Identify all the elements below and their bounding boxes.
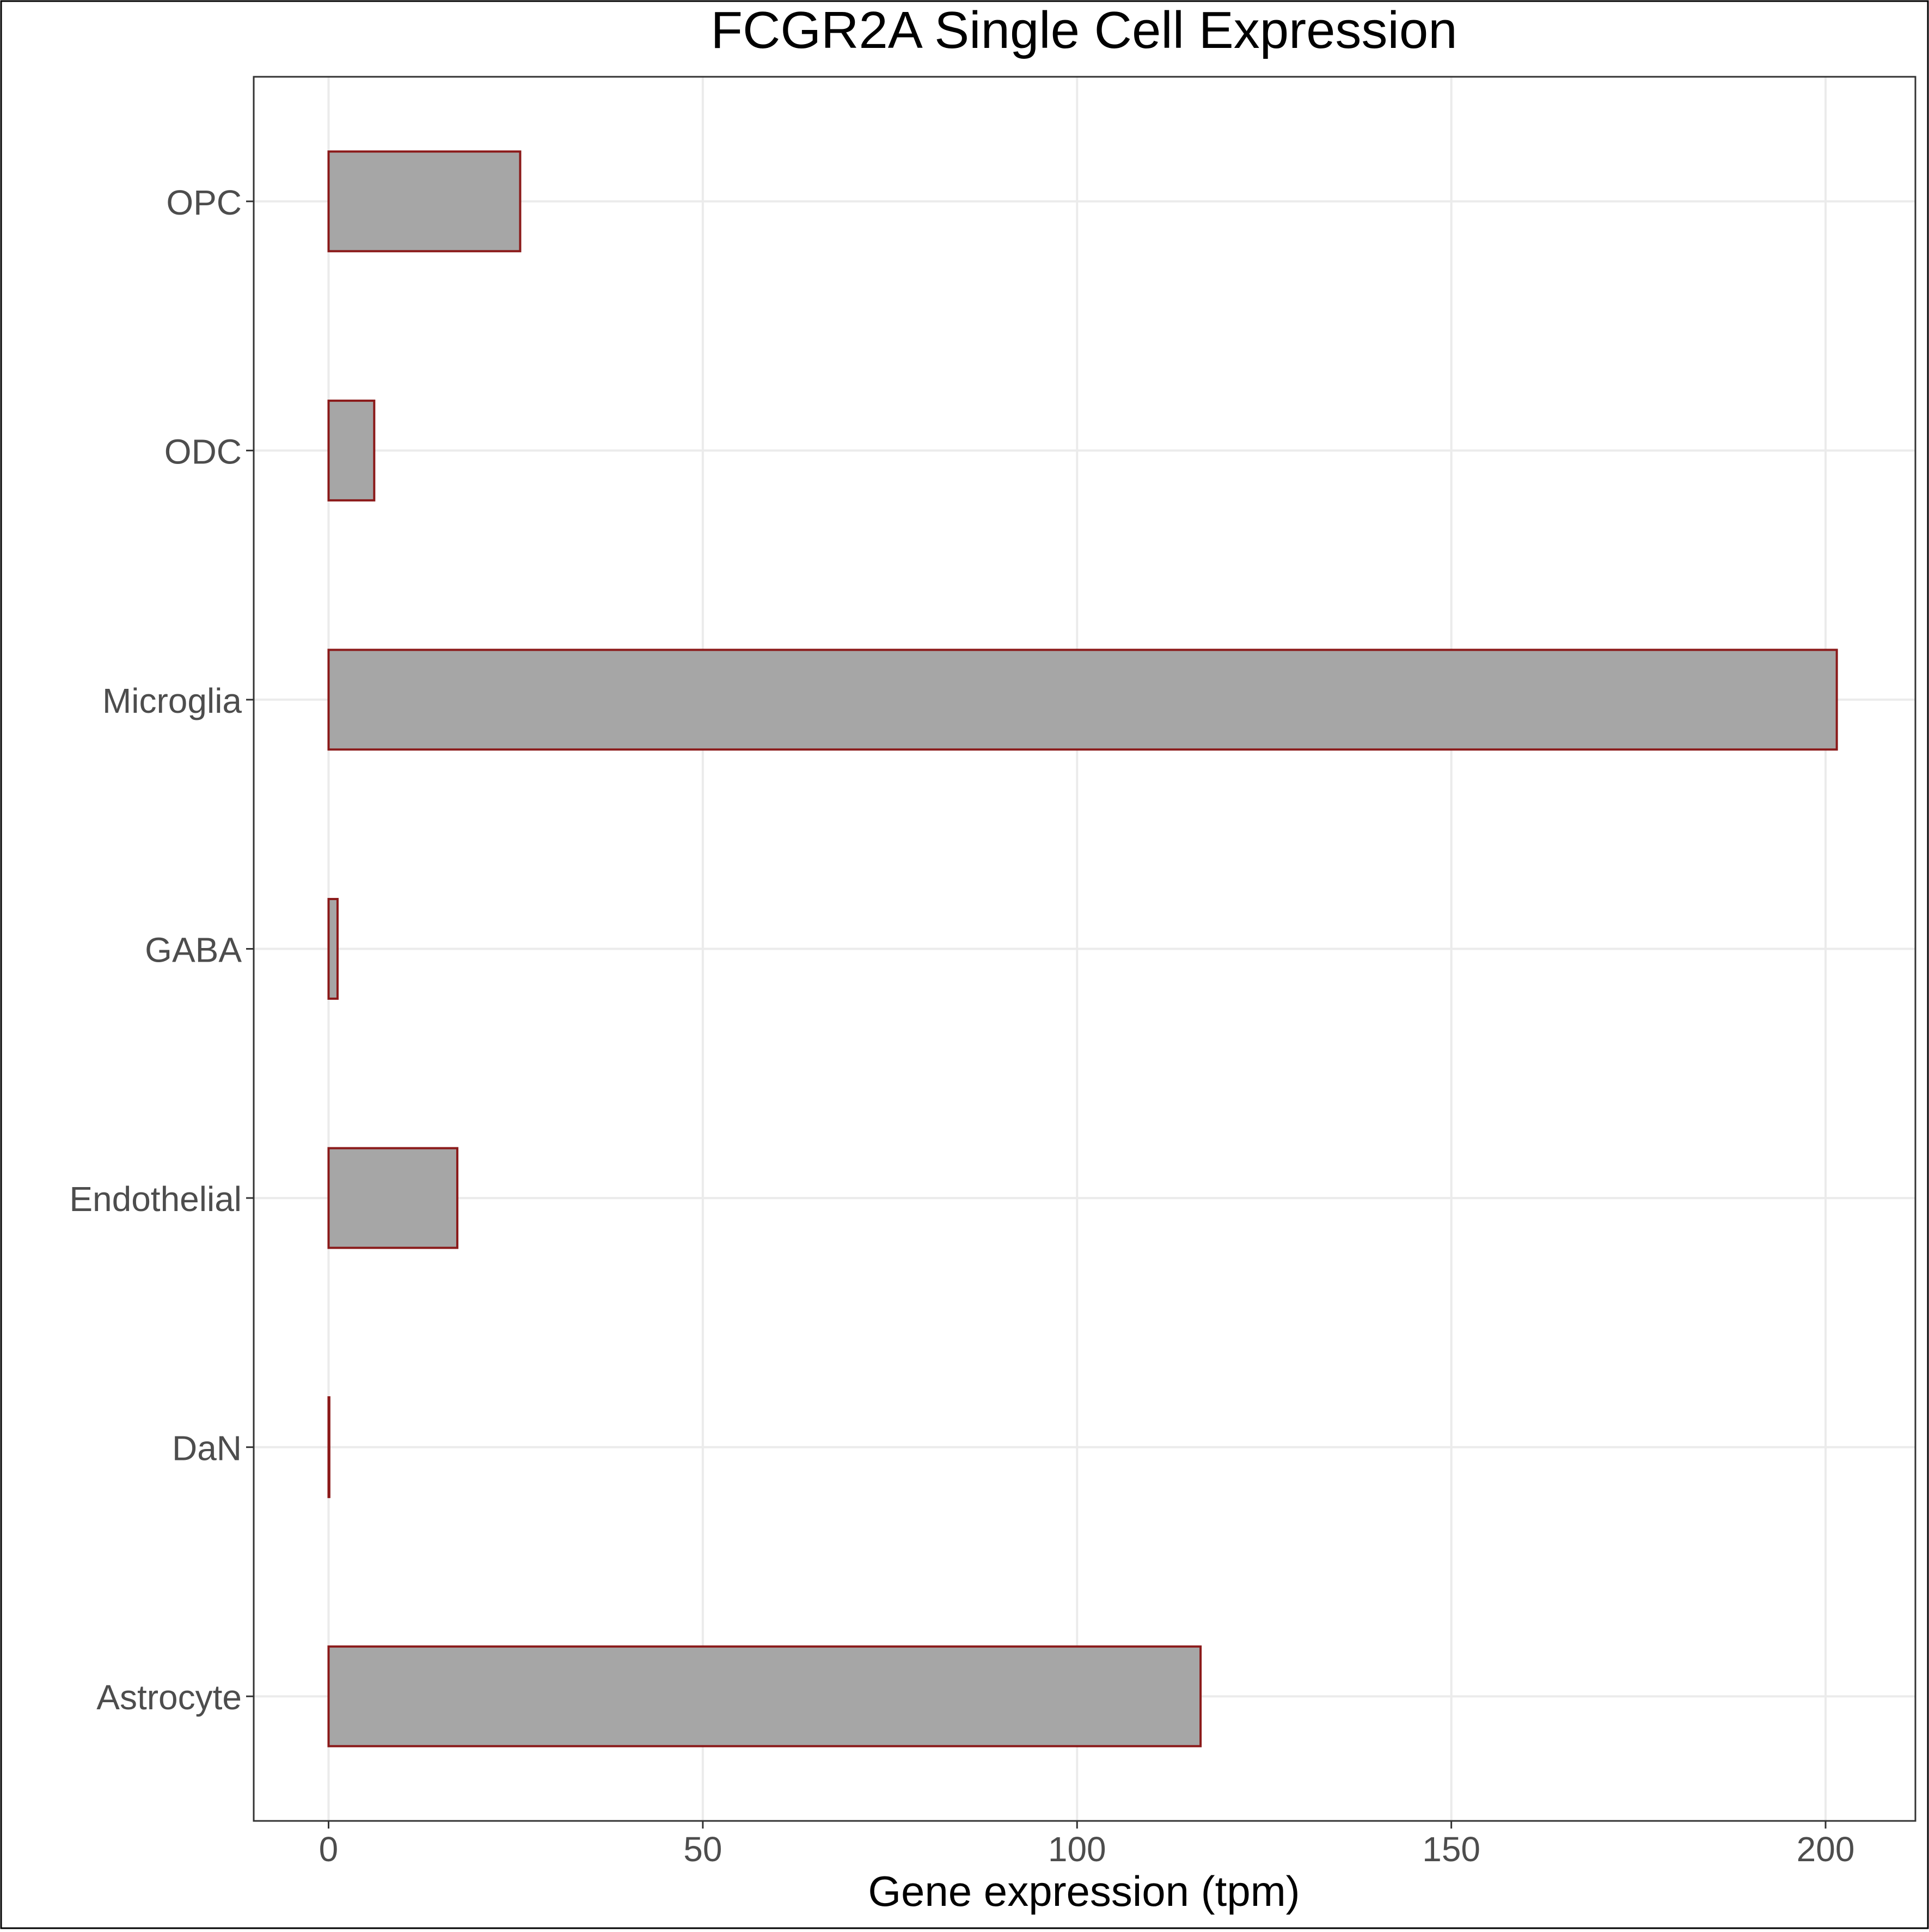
bar-microglia bbox=[327, 649, 1838, 751]
bar-layer bbox=[327, 150, 1838, 1747]
axis-layer: Astrocyte DaN Endothelial GABA Microglia ODC O… bbox=[69, 183, 1854, 1869]
y-tick-label: DaN bbox=[172, 1429, 242, 1468]
y-tick-label: Microglia bbox=[102, 681, 242, 720]
x-tick-label: 100 bbox=[1048, 1830, 1106, 1869]
bar-gaba bbox=[327, 897, 339, 1000]
x-tick-label: 200 bbox=[1797, 1830, 1855, 1869]
bar-endothelial bbox=[327, 1147, 458, 1249]
bar-opc bbox=[327, 150, 522, 253]
x-tick-label: 0 bbox=[319, 1830, 339, 1869]
bar-astrocyte bbox=[327, 1645, 1202, 1747]
y-tick-label: Endothelial bbox=[69, 1179, 242, 1219]
bar-dan bbox=[327, 1396, 330, 1499]
y-tick-label: GABA bbox=[145, 931, 242, 970]
bar-odc bbox=[327, 399, 376, 502]
x-tick-label: 150 bbox=[1422, 1830, 1480, 1869]
y-tick-label: Astrocyte bbox=[96, 1678, 242, 1717]
y-tick-label: ODC bbox=[164, 432, 242, 471]
chart-title: FCGR2A Single Cell Expression bbox=[711, 1, 1457, 59]
x-tick-label: 50 bbox=[683, 1830, 722, 1869]
y-tick-label: OPC bbox=[166, 183, 242, 222]
x-axis-label: Gene expression (tpm) bbox=[868, 1867, 1300, 1915]
